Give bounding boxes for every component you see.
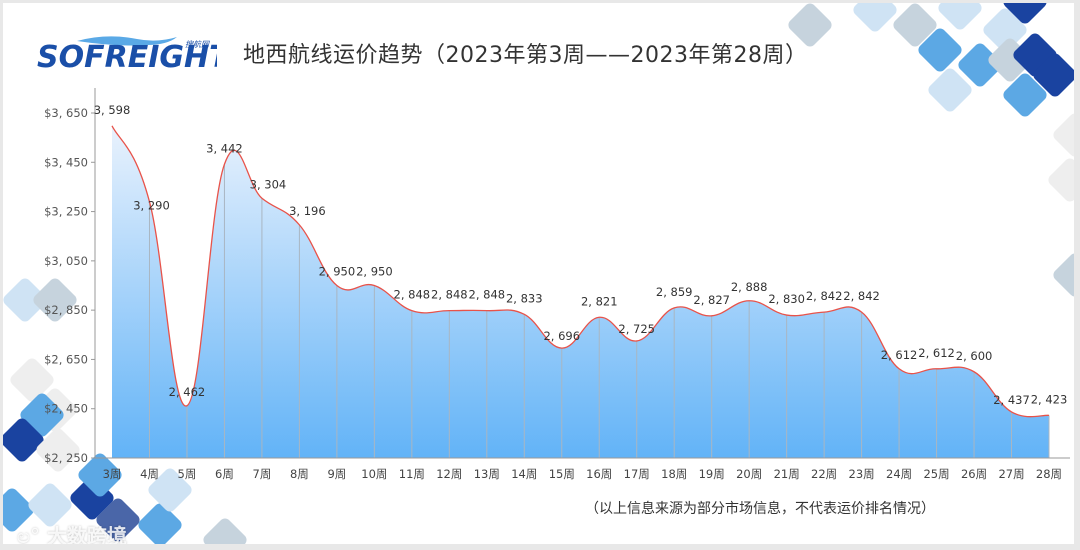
data-label: 2, 830 [768,292,805,306]
x-tick-label: 28周 [1036,467,1062,481]
y-tick-label: $2, 650 [44,352,88,366]
wave-icon [77,36,177,46]
x-tick-label: 25周 [923,467,949,481]
x-tick-label: 6周 [215,467,234,481]
data-label: 2, 423 [1031,392,1068,406]
data-label: 2, 950 [319,265,356,279]
area-fill [112,125,1049,459]
x-tick-label: 5周 [178,467,197,481]
y-tick-label: $3, 250 [44,205,88,219]
data-label: 2, 696 [543,329,580,343]
logo-subtext: 搜航网 [185,40,210,49]
data-label: 2, 612 [881,348,918,362]
x-tick-label: 24周 [886,467,912,481]
y-tick-label: $3, 650 [44,106,88,120]
y-tick-label: $2, 250 [44,451,88,465]
x-tick-label: 16周 [586,467,612,481]
data-label: 2, 842 [806,289,843,303]
watermark-logo-icon: ಲ° [17,524,40,544]
data-label: 2, 462 [169,385,206,399]
data-label: 3, 196 [289,204,326,218]
x-tick-label: 23周 [849,467,875,481]
data-label: 2, 437 [993,393,1030,407]
data-label: 3, 304 [250,177,287,191]
watermark-text: 大数跨境 [46,524,127,544]
x-tick-label: 4周 [140,467,159,481]
chart-title: 地西航线运价趋势（2023年第3周——2023年第28周） [243,43,808,68]
data-label: 2, 848 [431,288,468,302]
x-tick-label: 20周 [736,467,762,481]
data-label: 2, 950 [356,265,393,279]
x-tick-label: 27周 [998,467,1024,481]
x-tick-label: 8周 [290,467,309,481]
data-label: 2, 725 [618,322,655,336]
data-label: 2, 827 [693,293,730,307]
data-label: 2, 833 [506,291,543,305]
logo-text: SOFREIGHT [37,40,217,73]
trend-line [111,125,1050,418]
x-tick-label: 26周 [961,467,987,481]
x-tick-label: 14周 [511,467,537,481]
source-note: （以上信息来源为部分市场信息，不代表运价排名情况） [585,501,935,517]
chart-card: SOFREIGHT 搜航网 地西航线运价趋势（2023年第3周——2023年第2… [3,3,1074,544]
data-label: 3, 442 [206,141,243,155]
y-tick-label: $2, 850 [44,303,88,317]
x-tick-label: 15周 [549,467,575,481]
x-tick-label: 9周 [327,467,346,481]
x-tick-label: 12周 [436,467,462,481]
data-label: 2, 859 [656,285,693,299]
watermark: ಲ° 大数跨境 [17,520,127,544]
x-tick-label: 3周 [103,467,122,481]
data-label: 2, 848 [394,288,431,302]
data-label: 2, 600 [956,349,993,363]
x-tick-label: 10周 [361,467,387,481]
x-tick-label: 13周 [474,467,500,481]
y-tick-label: $3, 450 [44,155,88,169]
data-label: 2, 842 [843,289,880,303]
area-chart: $2, 250 $2, 450 $2, 650 $2, 850 $3, 050 $3, 2… [44,88,1070,481]
data-label: 2, 848 [469,288,506,302]
x-tick-label: 21周 [774,467,800,481]
data-label: 2, 888 [731,280,768,294]
x-tick-label: 18周 [661,467,687,481]
x-tick-label: 22周 [811,467,837,481]
x-tick-label: 11周 [399,467,425,481]
y-tick-label: $2, 450 [44,402,88,416]
data-label: 3, 598 [94,103,131,117]
sofreight-logo: SOFREIGHT 搜航网 [37,33,232,75]
x-tick-label: 19周 [699,467,725,481]
data-label: 2, 821 [581,294,618,308]
x-tick-label: 17周 [624,467,650,481]
data-label: 2, 612 [918,346,955,360]
data-label: 3, 290 [133,199,170,213]
x-tick-label: 7周 [253,467,272,481]
y-tick-label: $3, 050 [44,254,88,268]
